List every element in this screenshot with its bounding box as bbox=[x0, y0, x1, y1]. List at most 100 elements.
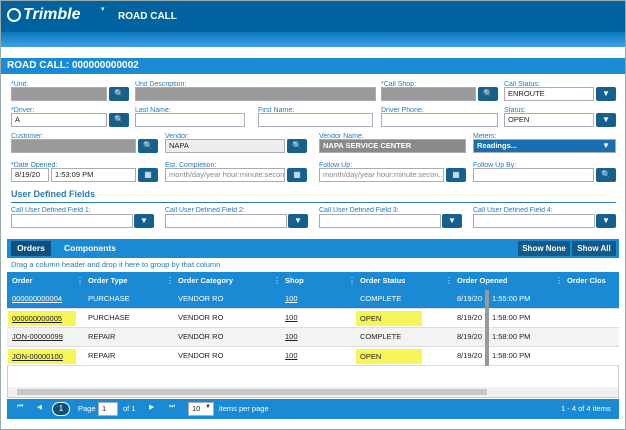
field-button[interactable]: 🔍 bbox=[138, 139, 158, 153]
udf-label: Call User Defined Field 1: bbox=[11, 207, 91, 214]
grid-cell[interactable]: 100 bbox=[285, 294, 298, 303]
field-button[interactable]: 🔍 bbox=[478, 87, 498, 101]
column-header[interactable]: Order Category bbox=[178, 276, 234, 285]
grid-cell: 1:58:00 PM bbox=[492, 313, 531, 322]
column-menu: ⋮ bbox=[273, 276, 281, 285]
grid-row[interactable] bbox=[7, 309, 619, 328]
field-button[interactable]: ▼ bbox=[602, 141, 610, 150]
grid-row[interactable] bbox=[7, 347, 619, 366]
field-button[interactable]: 🔍 bbox=[109, 87, 129, 101]
field-label: Status: bbox=[504, 107, 526, 114]
group-hint: Drag a column header and drop it here to… bbox=[11, 260, 221, 269]
grid-button[interactable]: Show All bbox=[572, 241, 616, 256]
grid-cell[interactable]: 100 bbox=[285, 313, 298, 322]
field-input[interactable] bbox=[135, 113, 245, 127]
field-button[interactable]: ▦ bbox=[287, 168, 307, 182]
field-input[interactable]: ENROUTE bbox=[504, 87, 594, 101]
grid-tab[interactable]: Components bbox=[64, 243, 116, 253]
column-header[interactable]: Order Opened bbox=[457, 276, 508, 285]
column-header[interactable]: Order Status bbox=[360, 276, 406, 285]
grid-cell[interactable]: 100 bbox=[285, 351, 298, 360]
udf-input[interactable] bbox=[473, 214, 595, 228]
field-input[interactable] bbox=[11, 139, 136, 153]
field-input[interactable] bbox=[381, 113, 498, 127]
field-input[interactable]: NAPA SERVICE CENTER bbox=[319, 139, 466, 153]
field-button[interactable]: ▼ bbox=[596, 113, 616, 127]
grid-row[interactable] bbox=[7, 328, 619, 347]
grid-cell: PURCHASE bbox=[88, 313, 130, 322]
column-header[interactable]: Order Type bbox=[88, 276, 128, 285]
grid-toolbar bbox=[7, 239, 619, 258]
grid-cell[interactable]: 000000000005 bbox=[8, 311, 76, 326]
udf-button[interactable]: ▼ bbox=[596, 214, 616, 228]
column-header[interactable]: Order Clos bbox=[567, 276, 606, 285]
field-input[interactable] bbox=[473, 168, 594, 182]
grid-cell: OPEN bbox=[356, 311, 422, 326]
grid-cell: 8/19/20 bbox=[457, 313, 483, 322]
field-input[interactable] bbox=[11, 87, 107, 101]
field-input[interactable]: NAPA bbox=[165, 139, 285, 153]
grid-cell: COMPLETE bbox=[360, 294, 402, 303]
field-label: *Date Opened: bbox=[11, 162, 58, 169]
field-button[interactable]: ▦ bbox=[138, 168, 158, 182]
field-label: Last Name: bbox=[135, 107, 171, 114]
pager-nav[interactable]: ▶ bbox=[149, 404, 155, 411]
field-button[interactable]: 🔍 bbox=[287, 139, 307, 153]
column-header[interactable]: Shop bbox=[285, 276, 304, 285]
grid-cell: 1:58:00 PM bbox=[492, 332, 531, 341]
field-input[interactable]: 8/19/20 bbox=[11, 168, 49, 182]
grid-cell: VENDOR RO bbox=[178, 294, 224, 303]
field-input[interactable] bbox=[381, 87, 476, 101]
grid-tab[interactable]: Orders bbox=[11, 241, 51, 256]
field-label: *Unit: bbox=[11, 81, 29, 88]
header-strip bbox=[1, 32, 625, 47]
grid-cell: 1:55:00 PM bbox=[492, 294, 531, 303]
field-input[interactable]: A bbox=[11, 113, 107, 127]
pager-current[interactable]: 1 bbox=[52, 402, 70, 416]
field-label: Follow Up: bbox=[319, 162, 353, 169]
field-input[interactable] bbox=[258, 113, 373, 127]
field-input[interactable]: month/day/year hour:minute:secon... bbox=[165, 168, 285, 182]
field-input[interactable]: OPEN bbox=[504, 113, 594, 127]
udf-button[interactable]: ▼ bbox=[288, 214, 308, 228]
udf-title: User Defined Fields bbox=[11, 189, 96, 199]
field-label: Driver Phone: bbox=[381, 107, 424, 114]
pager-page-input[interactable]: 1 bbox=[98, 402, 118, 416]
column-menu: ⋮ bbox=[166, 276, 174, 285]
pager-nav[interactable]: ◀ bbox=[37, 404, 43, 411]
udf-label: Call User Defined Field 2: bbox=[165, 207, 245, 214]
header-title: ROAD CALL bbox=[118, 11, 177, 22]
grid-button[interactable]: Show None bbox=[518, 241, 570, 256]
udf-button[interactable]: ▼ bbox=[134, 214, 154, 228]
grid-cell: REPAIR bbox=[88, 351, 116, 360]
hidden-column bbox=[485, 309, 489, 328]
grid-cell[interactable]: 000000000004 bbox=[12, 294, 63, 303]
field-button[interactable]: 🔍 bbox=[109, 113, 129, 127]
pager-nav[interactable]: ⏭ bbox=[169, 403, 176, 410]
grid-cell: OPEN bbox=[356, 349, 422, 364]
udf-input[interactable] bbox=[165, 214, 287, 228]
field-time[interactable]: 1:53:09 PM bbox=[51, 168, 136, 182]
field-label: Call Status: bbox=[504, 81, 540, 88]
grid-cell: 8/19/20 bbox=[457, 351, 483, 360]
field-input[interactable] bbox=[135, 87, 376, 101]
grid-cell: PURCHASE bbox=[88, 294, 130, 303]
udf-button[interactable]: ▼ bbox=[442, 214, 462, 228]
pager-nav[interactable]: ⏮ bbox=[17, 403, 24, 410]
field-button[interactable]: ▼ bbox=[596, 87, 616, 101]
field-button[interactable]: ▦ bbox=[446, 168, 466, 182]
field-input[interactable]: month/day/year hour:minute:secon... bbox=[319, 168, 444, 182]
grid-row[interactable] bbox=[7, 290, 619, 309]
field-button[interactable]: 🔍 bbox=[596, 168, 616, 182]
pager-size-arrow: ▼ bbox=[205, 404, 211, 410]
udf-input[interactable] bbox=[319, 214, 441, 228]
field-input[interactable]: Readings... bbox=[473, 139, 616, 153]
grid-cell[interactable]: JON-00000099 bbox=[12, 332, 63, 341]
field-label: Vendor: bbox=[165, 133, 190, 140]
menu-caret: ▾ bbox=[101, 6, 105, 13]
pager-size[interactable]: 10 bbox=[188, 402, 214, 416]
udf-input[interactable] bbox=[11, 214, 133, 228]
grid-cell[interactable]: JON-00000100 bbox=[8, 349, 76, 364]
column-header[interactable]: Order bbox=[12, 276, 33, 285]
grid-cell[interactable]: 100 bbox=[285, 332, 298, 341]
